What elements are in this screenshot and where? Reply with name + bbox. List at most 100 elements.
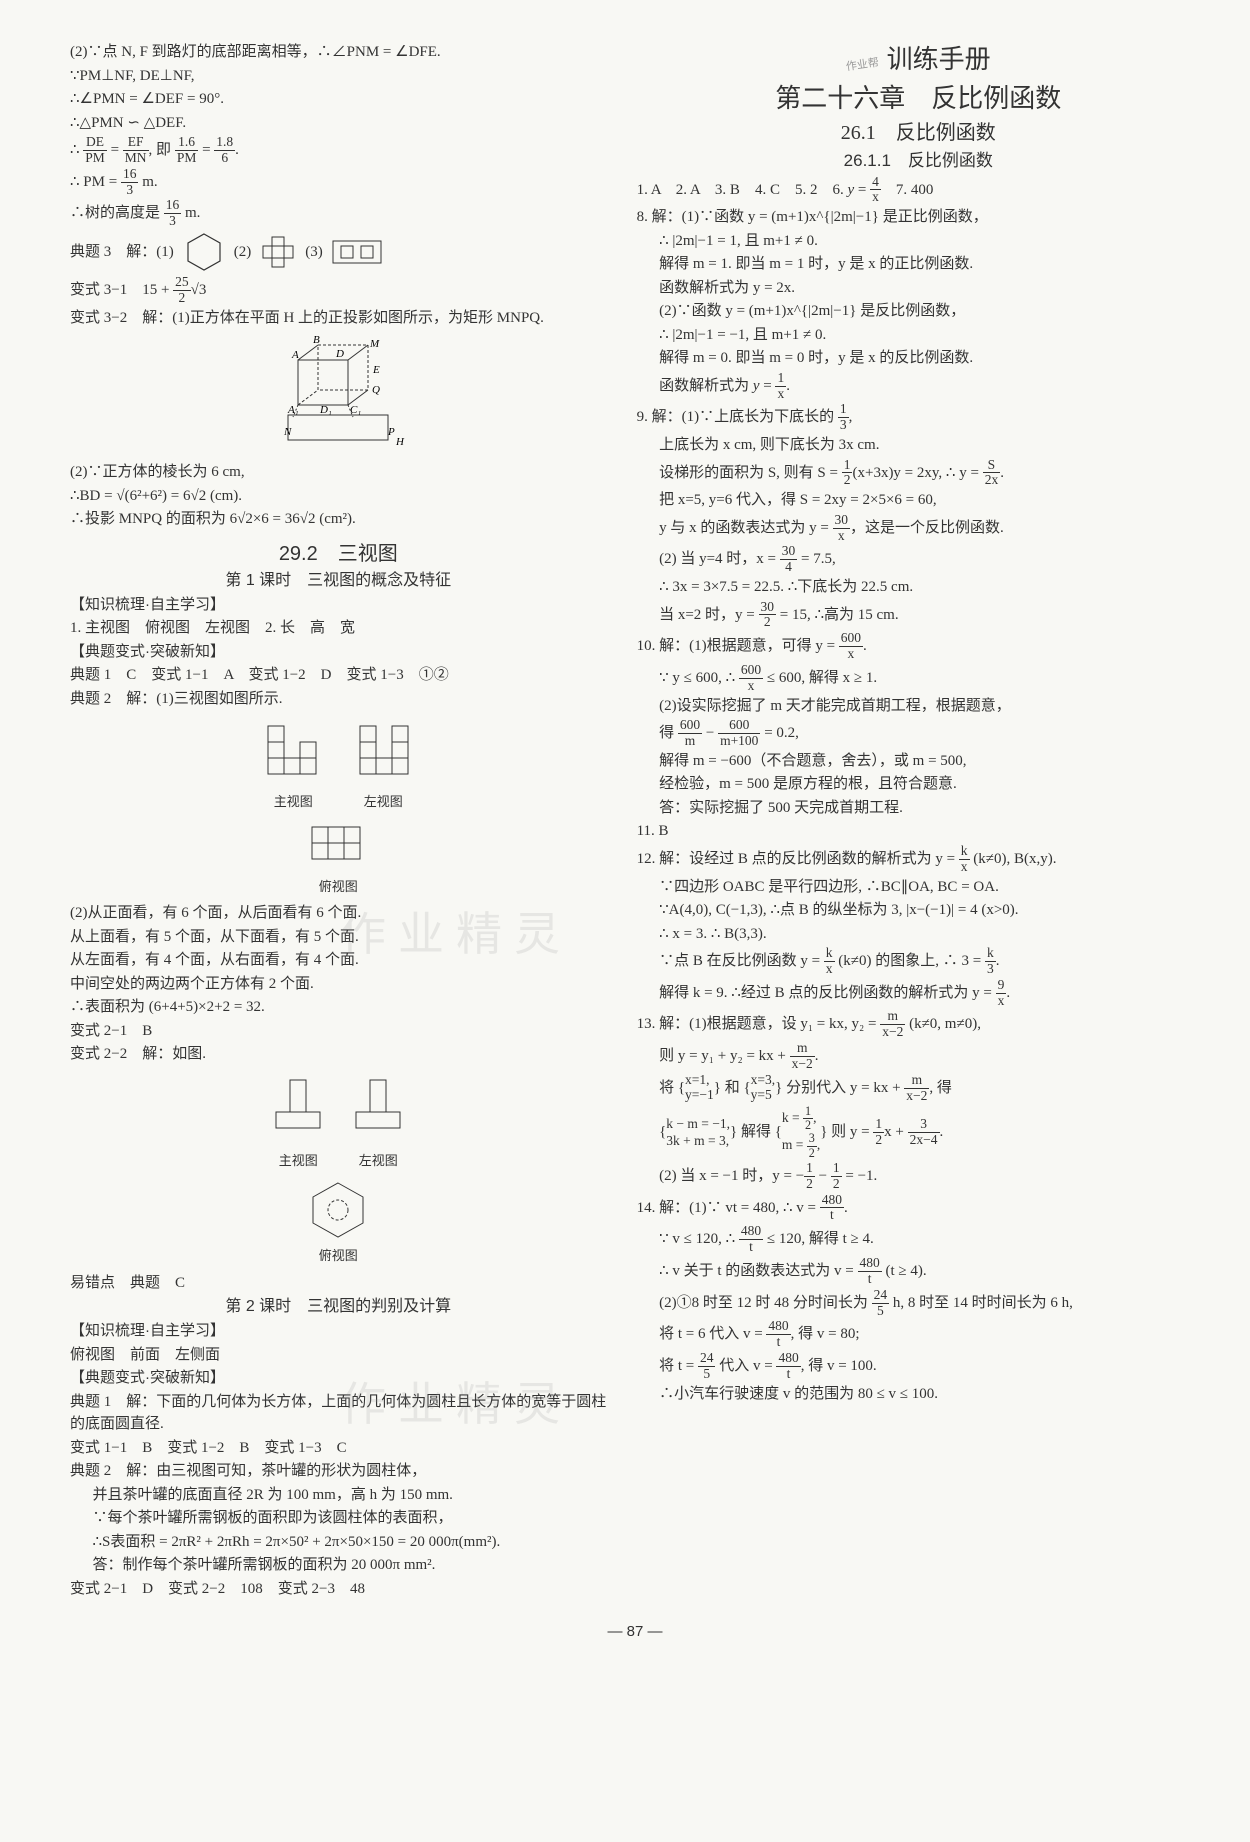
text-line: 变式 2−2 解：如图. [70, 1043, 607, 1066]
text-line: (2)∵正方体的棱长为 6 cm, [70, 461, 607, 484]
text-line: ∴ |2m|−1 = −1, 且 m+1 ≠ 0. [637, 324, 1200, 347]
text-line: (2) 当 y=4 时，x = 304 = 7.5, [637, 544, 1200, 575]
text-line: ∴ |2m|−1 = 1, 且 m+1 ≠ 0. [637, 230, 1200, 253]
text-line: 典题 2 解：(1)三视图如图所示. [70, 688, 607, 711]
svg-text:Q: Q [372, 384, 380, 396]
hexagon-icon [182, 230, 226, 274]
text-line: 把 x=5, y=6 代入，得 S = 2xy = 2×5×6 = 60, [637, 489, 1200, 512]
text-line: (2)①8 时至 12 时 48 分时间长为 245 h, 8 时至 14 时时… [637, 1288, 1200, 1319]
text-line: 1. 主视图 俯视图 左视图 2. 长 高 宽 [70, 617, 607, 640]
label: (2) [234, 241, 252, 264]
text-line: 10. 解：(1)根据题意，可得 y = 600x. [637, 631, 1200, 662]
text-line: 答：实际挖掘了 500 天完成首期工程. [637, 797, 1200, 820]
page: 作业精灵 作业精灵 (2)∵点 N, F 到路灯的底部距离相等，∴∠PNM = … [0, 0, 1250, 1842]
text-line: ∵ y ≤ 600, ∴ 600x ≤ 600, 解得 x ≥ 1. [637, 663, 1200, 694]
rectangles-icon [331, 239, 383, 265]
svg-text:M: M [369, 338, 380, 350]
text-line: 当 x=2 时，y = 302 = 15, ∴高为 15 cm. [637, 600, 1200, 631]
text-line: 得 600m − 600m+100 = 0.2, [637, 718, 1200, 749]
right-column: 作业帮 训练手册 第二十六章 反比例函数 26.1 反比例函数 26.1.1 反… [637, 40, 1200, 1601]
cube-projection-figure: B M E Q A D A₁ D₁ C₁ N P H [70, 335, 607, 455]
subsection-title: 26.1.1 反比例函数 [637, 148, 1200, 174]
text-line: 上底长为 x cm, 则下底长为 3x cm. [637, 434, 1200, 457]
text-line: ∴表面积为 (6+4+5)×2+2 = 32. [70, 996, 607, 1019]
text-line: 13. 解：(1)根据题意，设 y₁ = kx, y₂ = mx−2 (k≠0,… [637, 1009, 1200, 1040]
text-line: 变式 2−1 B [70, 1020, 607, 1043]
text-line: ∵ v ≤ 120, ∴ 480t ≤ 120, 解得 t ≥ 4. [637, 1224, 1200, 1255]
svg-text:D: D [335, 348, 344, 360]
svg-text:E: E [372, 364, 380, 376]
text-line: 变式 3−1 15 + 252√3 [70, 275, 607, 306]
text-line: ∵点 B 在反比例函数 y = kx (k≠0) 的图象上, ∴ 3 = k3. [637, 946, 1200, 977]
two-column-layout: (2)∵点 N, F 到路灯的底部距离相等，∴∠PNM = ∠DFE. ∵PM⊥… [70, 40, 1200, 1601]
figure-label: 左视图 [348, 792, 418, 812]
text-line: 并且茶叶罐的底面直径 2R 为 100 mm，高 h 为 150 mm. [70, 1484, 607, 1507]
text-line: 函数解析式为 y = 1x. [637, 371, 1200, 402]
booklet-title: 训练手册 [887, 44, 991, 74]
lesson-heading: 第 2 课时 三视图的判别及计算 [70, 1295, 607, 1319]
text-line: 将 t = 6 代入 v = 480t, 得 v = 80; [637, 1319, 1200, 1350]
text-line: 从左面看，有 4 个面，从右面看，有 4 个面. [70, 949, 607, 972]
text-line: ∵每个茶叶罐所需钢板的面积即为该圆柱体的表面积， [70, 1507, 607, 1530]
label: (3) [305, 241, 323, 264]
text-line: 变式 3−2 解：(1)正方体在平面 H 上的正投影如图所示，为矩形 MNPQ. [70, 307, 607, 330]
text-line: 变式 2−1 D 变式 2−2 108 变式 2−3 48 [70, 1578, 607, 1601]
bracket-title: 【典题变式·突破新知】 [70, 1367, 607, 1390]
three-views-figure-2-top: 俯视图 [70, 1177, 607, 1266]
text-line: ∴BD = √(6²+6²) = 6√2 (cm). [70, 485, 607, 508]
lesson-heading: 第 1 课时 三视图的概念及特征 [70, 569, 607, 593]
equation-system: {k − m = −1,3k + m = 3,} 解得 {k = 12,m = … [637, 1105, 1200, 1160]
figure-label: 俯视图 [303, 1246, 373, 1266]
text-line: ∴ v 关于 t 的函数表达式为 v = 480t (t ≥ 4). [637, 1256, 1200, 1287]
text-line: 11. B [637, 820, 1200, 843]
text-line: 解得 k = 9. ∴经过 B 点的反比例函数的解析式为 y = 9x. [637, 978, 1200, 1009]
page-number: — 87 — [70, 1621, 1200, 1644]
text-line: (2)∵函数 y = (m+1)x^{|2m|−1} 是反比例函数， [637, 300, 1200, 323]
figure-label: 左视图 [348, 1151, 408, 1171]
problem-with-figures: 典题 3 解：(1) (2) (3) [70, 230, 607, 274]
svg-text:D₁: D₁ [319, 404, 332, 416]
text-line: 设梯形的面积为 S, 则有 S = 12(x+3x)y = 2xy, ∴ y =… [637, 458, 1200, 489]
text-line: 解得 m = −600（不合题意，舍去），或 m = 500, [637, 750, 1200, 773]
text-line: (2)∵点 N, F 到路灯的底部距离相等，∴∠PNM = ∠DFE. [70, 41, 607, 64]
text-line: 12. 解：设经过 B 点的反比例函数的解析式为 y = kx (k≠0), B… [637, 844, 1200, 875]
text-line: ∴投影 MNPQ 的面积为 6√2×6 = 36√2 (cm²). [70, 508, 607, 531]
text-line: 解得 m = 1. 即当 m = 1 时，y 是 x 的正比例函数. [637, 253, 1200, 276]
svg-text:H: H [395, 436, 405, 448]
text-line: 易错点 典题 C [70, 1272, 607, 1295]
text-line: 从上面看，有 5 个面，从下面看，有 5 个面. [70, 926, 607, 949]
text-line: ∴△PMN ∽ △DEF. [70, 112, 607, 135]
section-heading: 29.2 三视图 [70, 539, 607, 569]
svg-text:P: P [387, 426, 395, 438]
svg-text:N: N [283, 426, 292, 438]
bracket-title: 【知识梳理·自主学习】 [70, 594, 607, 617]
text-line: 俯视图 前面 左侧面 [70, 1344, 607, 1367]
text-line: 典题 1 C 变式 1−1 A 变式 1−2 D 变式 1−3 ①② [70, 664, 607, 687]
text-line: 经检验，m = 500 是原方程的根，且符合题意. [637, 773, 1200, 796]
text-line: 9. 解：(1)∵上底长为下底长的 13, [637, 402, 1200, 433]
text-line: ∴ 3x = 3×7.5 = 22.5. ∴下底长为 22.5 cm. [637, 576, 1200, 599]
text-line: 将 {x=1,y=−1} 和 {x=3,y=5} 分别代入 y = kx + m… [637, 1073, 1200, 1104]
cross-shape-icon [259, 233, 297, 271]
label: 典题 3 解：(1) [70, 241, 174, 264]
left-column: (2)∵点 N, F 到路灯的底部距离相等，∴∠PNM = ∠DFE. ∵PM⊥… [70, 40, 607, 1601]
svg-text:A: A [291, 349, 299, 361]
text-line: 函数解析式为 y = 2x. [637, 277, 1200, 300]
prefix: ∴ [70, 142, 80, 158]
text-line: 8. 解：(1)∵函数 y = (m+1)x^{|2m|−1} 是正比例函数， [637, 206, 1200, 229]
text-line: 中间空处的两边两个正方体有 2 个面. [70, 973, 607, 996]
figure-label: 俯视图 [302, 877, 374, 897]
text-line: 解得 m = 0. 即当 m = 0 时，y 是 x 的反比例函数. [637, 347, 1200, 370]
text-line: ∴树的高度是 163 m. [70, 198, 607, 229]
svg-text:B: B [313, 334, 320, 346]
text-line: 典题 2 解：由三视图可知，茶叶罐的形状为圆柱体， [70, 1460, 607, 1483]
bracket-title: 【典题变式·突破新知】 [70, 641, 607, 664]
svg-text:C₁: C₁ [350, 404, 361, 416]
prefix: ∴树的高度是 [70, 205, 164, 221]
three-views-figure-1-top: 俯视图 [70, 817, 607, 896]
ribbon-icon: 作业帮 [845, 55, 880, 76]
text-line: 变式 1−1 B 变式 1−2 B 变式 1−3 C [70, 1437, 607, 1460]
text-line: ∴S表面积 = 2πR² + 2πRh = 2π×50² + 2π×50×150… [70, 1531, 607, 1554]
text-line: ∵A(4,0), C(−1,3), ∴点 B 的纵坐标为 3, |x−(−1)|… [637, 899, 1200, 922]
chapter-title: 第二十六章 反比例函数 [637, 79, 1200, 118]
